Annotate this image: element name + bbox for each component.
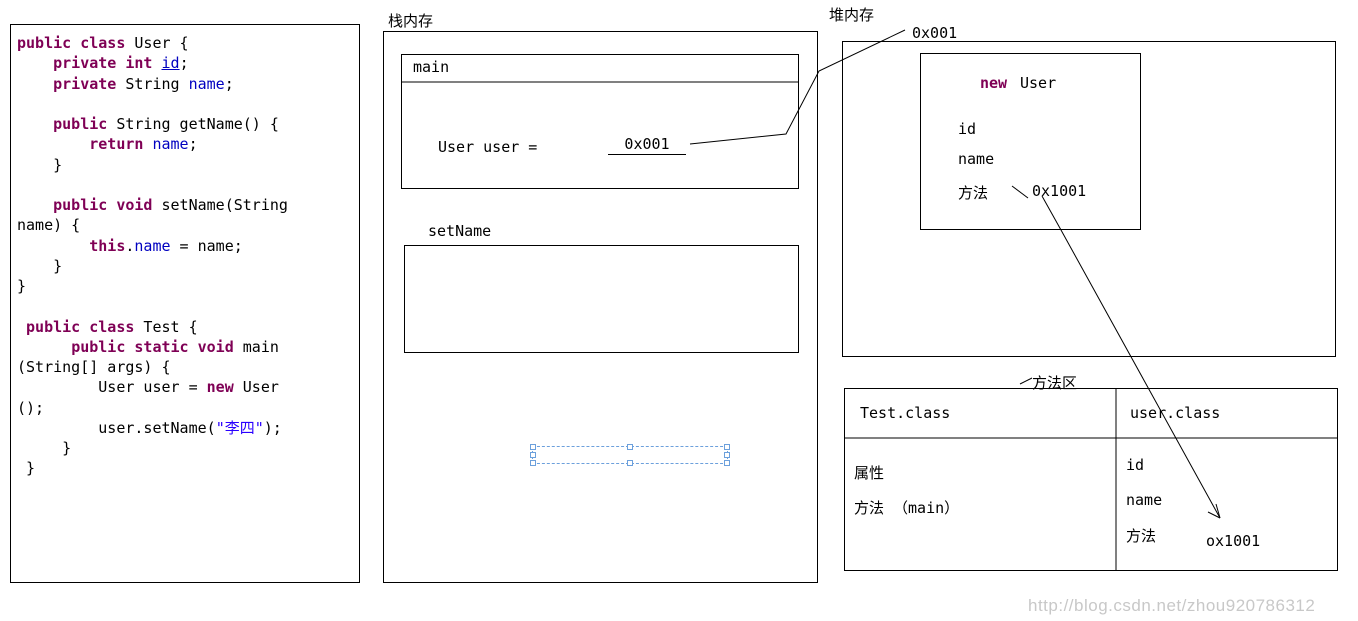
heap-object-field: 方法 (958, 182, 988, 203)
selection-handle[interactable] (530, 460, 536, 466)
method-area-row: 方法 （main） (854, 497, 959, 518)
method-area-test-header: Test.class (860, 404, 950, 422)
method-area-user-header: user.class (1130, 404, 1220, 422)
selection-handle[interactable] (724, 444, 730, 450)
watermark: http://blog.csdn.net/zhou920786312 (1028, 596, 1315, 616)
heap-title: 堆内存 (829, 4, 874, 25)
selection-handle[interactable] (627, 444, 633, 450)
stack-title: 栈内存 (388, 10, 433, 31)
stack-var-label: User user = (438, 138, 537, 156)
stack-frame-setname (404, 245, 799, 353)
method-area-row: 方法 (1126, 525, 1156, 546)
heap-address: 0x001 (912, 24, 957, 42)
diagram-canvas: public class User { private int id; priv… (0, 0, 1358, 621)
method-area-row: 属性 (854, 462, 884, 483)
selection-handle[interactable] (627, 460, 633, 466)
heap-new-keyword: new (980, 74, 1007, 92)
stack-frame-setname-label: setName (428, 222, 491, 240)
selection-placeholder[interactable] (532, 446, 728, 464)
heap-object-field: 0x1001 (1032, 182, 1086, 200)
selection-handle[interactable] (724, 460, 730, 466)
method-area-row: id (1126, 456, 1144, 474)
selection-handle[interactable] (530, 452, 536, 458)
heap-class-name: User (1020, 74, 1056, 92)
stack-var-address: 0x001 (608, 135, 686, 155)
stack-frame-main (401, 54, 799, 189)
code-panel: public class User { private int id; priv… (10, 24, 360, 583)
method-area-row: name (1126, 491, 1162, 509)
heap-object-field: id (958, 120, 976, 138)
heap-object-field: name (958, 150, 994, 168)
selection-handle[interactable] (724, 452, 730, 458)
selection-handle[interactable] (530, 444, 536, 450)
method-area-row: ox1001 (1206, 532, 1260, 550)
